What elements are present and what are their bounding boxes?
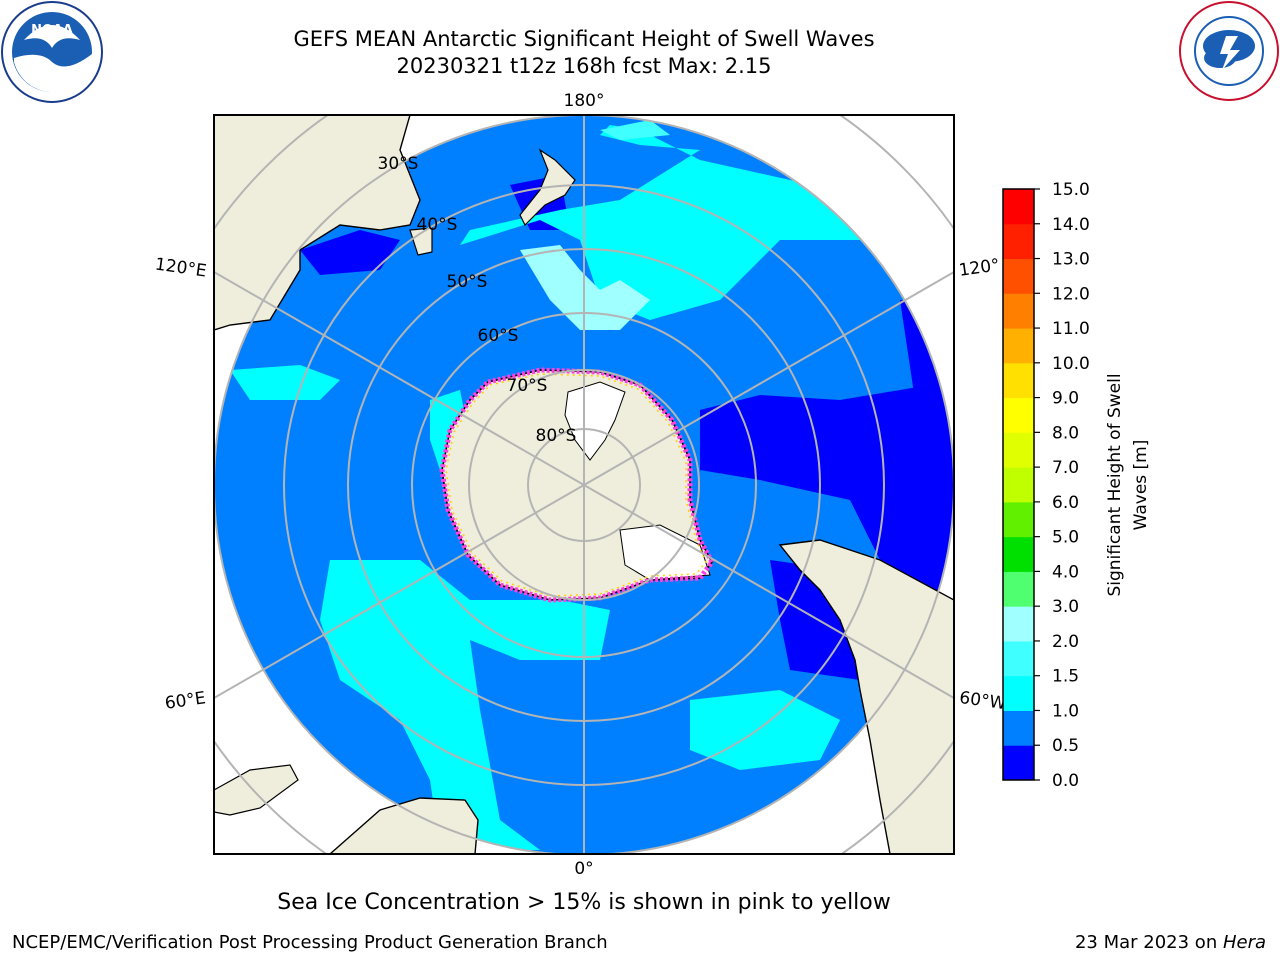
tasmania-land [409,227,433,256]
lon-label-lower-right: 60°W [958,688,1007,714]
colorbar: 0.0 0.5 1.0 1.5 2.0 3.0 4.0 5.0 6.0 7.0 8.0 9.0 10.0… [1002,180,1090,791]
footer-date-text: 23 Mar 2023 on [1074,932,1223,953]
lat-label-30s: 30°S [378,154,419,174]
colorbar-swatch [1003,293,1034,329]
colorbar-swatch [1003,432,1034,468]
colorbar-label-line1: Significant Height of Swell [1105,373,1125,596]
colorbar-swatch [1003,362,1034,399]
colorbar-swatch [1003,189,1034,225]
colorbar-swatch [1003,606,1034,642]
africa-land [328,797,479,854]
swell-cyan-patch-2 [600,120,670,140]
lon-label-upper-right: 120° [958,255,1001,281]
lat-label-40s: 40°S [417,215,458,235]
meridian-60e-120w [214,271,954,699]
swell-cyan-indian [320,560,610,850]
map-subtitle: 20230321 t12z 168h fcst Max: 2.15 [396,54,772,78]
footer-credit: NCEP/EMC/Verification Post Processing Pr… [12,932,608,953]
south-america-land [778,539,954,854]
colorbar-tick-label: 9.0 [1052,389,1079,409]
colorbar-swatch [1003,501,1034,538]
lon-label-lower-left: 60°E [164,688,207,713]
colorbar-tick-label: 10.0 [1052,354,1090,374]
low-swell-region-east [700,380,954,600]
noaa-logo: NOAA [1,1,103,103]
weddell-ice-shelf [619,524,711,581]
sea-ice-note: Sea Ice Concentration > 15% is shown in … [277,890,891,915]
ross-ice-shelf [564,381,626,461]
low-swell-region-tasman [300,230,400,275]
colorbar-tick-label: 7.0 [1052,458,1079,478]
svg-text:NOAA: NOAA [31,23,73,38]
lon-label-upper-left: 120°E [154,255,208,282]
lat-label-60s: 60°S [478,326,519,346]
lon-label-top: 180° [564,91,605,111]
colorbar-tick-label: 0.0 [1052,771,1079,791]
colorbar-tick-label: 2.0 [1052,632,1079,652]
map-title: GEFS MEAN Antarctic Significant Height o… [293,27,875,51]
footer-date: 23 Mar 2023 on Hera [1075,932,1266,953]
colorbar-swatch [1003,258,1034,294]
lon-label-bottom: 0° [574,859,593,879]
colorbar-tick-label: 1.5 [1052,667,1079,687]
colorbar-swatch [1003,536,1034,572]
colorbar-swatch [1003,571,1034,607]
colorbar-tick-label: 12.0 [1052,284,1090,304]
colorbar-tick-label: 3.0 [1052,597,1079,617]
colorbar-swatch [1003,710,1034,746]
lat-label-50s: 50°S [447,272,488,292]
colorbar-tick-label: 13.0 [1052,250,1090,270]
colorbar-swatch [1003,328,1034,364]
colorbar-tick-label: 4.0 [1052,562,1079,582]
colorbar-tick-label: 14.0 [1052,215,1090,235]
colorbar-label: Significant Height of Swell Waves [m] [1105,373,1151,596]
colorbar-frame [1002,188,1035,781]
australia-land [214,115,421,331]
colorbar-tick-label: 1.0 [1052,701,1079,721]
nws-logo [1179,1,1279,101]
sea-ice-edge [439,367,715,603]
swell-cyan-west [230,365,340,400]
lat-label-70s: 70°S [507,376,548,396]
colorbar-tick-label: 11.0 [1052,319,1090,339]
footer-host: Hera [1222,932,1266,953]
colorbar-tick-label: 15.0 [1052,180,1090,200]
colorbar-tick-label: 6.0 [1052,493,1079,513]
colorbar-label-line2: Waves [m] [1131,440,1151,531]
colorbar-tick-label: 5.0 [1052,528,1079,548]
colorbar-swatch [1003,640,1034,677]
map-frame [213,114,955,855]
colorbar-swatch [1003,397,1034,433]
colorbar-swatch [1003,675,1034,711]
madagascar-land [214,764,299,816]
lat-label-80s: 80°S [536,426,577,446]
colorbar-tick-label: 0.5 [1052,736,1079,756]
swell-cyan-north [460,125,880,320]
colorbar-swatch [1003,223,1034,260]
colorbar-tick-label: 8.0 [1052,423,1079,443]
swell-cyan-south [690,690,840,770]
colorbar-swatch [1003,467,1034,503]
colorbar-swatch [1003,745,1034,781]
